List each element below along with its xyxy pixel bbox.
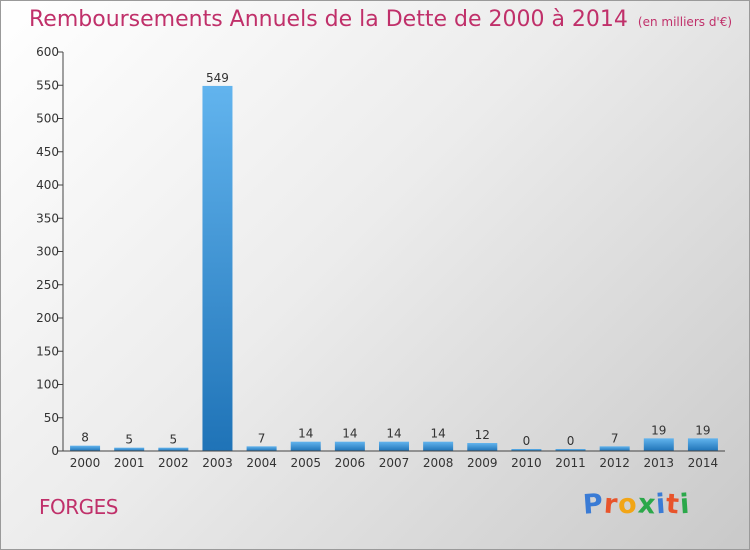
x-tick-label-2004: 2004 [246,456,277,470]
x-tick-label-2009: 2009 [467,456,498,470]
y-tick-label: 350 [36,211,59,225]
bar-2008 [423,441,454,451]
bar-2013 [643,438,674,451]
x-tick-label-2000: 2000 [70,456,101,470]
y-tick-label: 150 [36,344,59,358]
y-tick-label: 100 [36,378,59,392]
value-label-2010: 0 [523,434,531,448]
value-label-2012: 7 [611,431,619,445]
y-tick-label: 600 [36,45,59,59]
bar-2009 [467,443,498,451]
bar-2012 [599,446,630,451]
chart-title-text: Remboursements Annuels de la Dette de 20… [29,7,628,32]
x-tick-label-2007: 2007 [379,456,410,470]
x-tick-label-2012: 2012 [599,456,630,470]
x-tick-label-2002: 2002 [158,456,189,470]
value-label-2001: 5 [125,433,133,447]
value-label-2011: 0 [567,434,575,448]
x-axis: 2000 2001 2002 2003 2004 2005 2006 2007 2008 2009… [63,450,725,470]
value-label-2014: 19 [695,423,710,437]
value-label-2008: 14 [430,427,445,441]
bars [70,85,718,451]
logo-letter: x [636,488,658,521]
value-label-2007: 14 [386,427,401,441]
y-tick-label: 0 [51,444,59,458]
logo-letter: i [679,488,692,521]
value-labels: 8 5 5 549 7 14 14 14 14 12 0 0 7 19 19 [81,71,710,448]
value-label-2003: 549 [206,71,229,85]
x-tick-label-2014: 2014 [688,456,719,470]
value-label-2009: 12 [475,428,490,442]
x-tick-label-2003: 2003 [202,456,233,470]
bar-2002 [158,447,189,451]
x-tick-label-2005: 2005 [290,456,321,470]
y-tick-label: 200 [36,311,59,325]
value-label-2005: 14 [298,427,313,441]
value-label-2006: 14 [342,427,357,441]
x-tick-label-2013: 2013 [644,456,675,470]
value-label-2004: 7 [258,431,266,445]
proxiti-logo: Proxiti [581,488,692,521]
y-axis: 0 50 100 150 200 250 300 350 400 450 500 550 600 [36,45,64,458]
bar-2003 [202,85,233,451]
y-tick-label: 300 [36,245,59,259]
x-tick-label-2010: 2010 [511,456,542,470]
x-tick-label-2006: 2006 [335,456,366,470]
y-tick-label: 500 [36,112,59,126]
y-tick-label: 400 [36,178,59,192]
logo-letter: P [581,488,605,521]
chart-title: Remboursements Annuels de la Dette de 20… [29,7,732,32]
x-tick-label-2011: 2011 [555,456,586,470]
bar-2004 [246,446,277,451]
y-tick-label: 250 [36,278,59,292]
bar-2011 [555,449,586,451]
y-tick-label: 50 [44,411,59,425]
logo-letter: o [617,488,639,521]
value-label-2013: 19 [651,423,666,437]
bar-2001 [114,447,145,451]
x-tick-label-2001: 2001 [114,456,145,470]
bar-2014 [687,438,718,451]
x-tick-label-2008: 2008 [423,456,454,470]
commune-name: FORGES [39,495,118,519]
y-tick-label: 550 [36,78,59,92]
value-label-2002: 5 [170,433,178,447]
value-label-2000: 8 [81,431,89,445]
y-tick-label: 450 [36,145,59,159]
bar-2006 [334,441,365,451]
bar-2010 [511,449,542,451]
bar-2005 [290,441,321,451]
chart-title-unit: (en milliers d'€) [637,15,733,29]
bar-2000 [70,445,101,451]
bar-2007 [379,441,409,451]
